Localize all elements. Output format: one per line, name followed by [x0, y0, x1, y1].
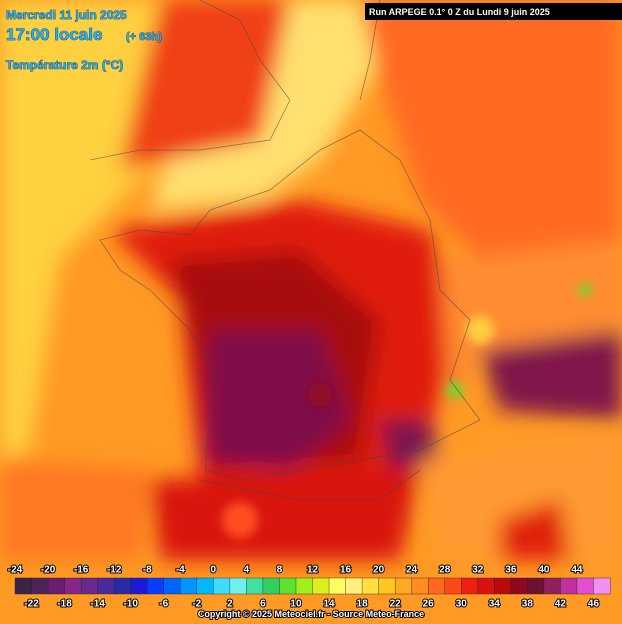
legend-swatch — [593, 577, 611, 595]
legend-label: 26 — [423, 599, 435, 610]
legend-label: 18 — [357, 599, 369, 610]
run-box — [365, 3, 622, 20]
legend-label: -4 — [176, 565, 185, 576]
legend-label: 24 — [406, 565, 418, 576]
legend-swatch — [31, 577, 49, 595]
forecast-lead: (+ 63h) — [126, 31, 162, 43]
legend-swatch — [312, 577, 330, 595]
legend-swatch — [411, 577, 429, 595]
legend-label: 16 — [340, 565, 352, 576]
legend-label: 42 — [555, 599, 567, 610]
variable-label: Température 2m (°C) — [6, 58, 123, 72]
legend-swatch — [477, 577, 496, 595]
legend-swatch — [527, 577, 545, 595]
legend-label: 36 — [505, 565, 517, 576]
legend-swatch — [246, 577, 264, 595]
legend-label: -24 — [8, 565, 23, 576]
legend-swatch — [494, 577, 512, 595]
legend-label: 14 — [323, 599, 335, 610]
legend-label: -6 — [159, 599, 168, 610]
legend-label: 32 — [472, 565, 484, 576]
legend-swatch — [147, 577, 165, 595]
legend-label: 28 — [439, 565, 451, 576]
legend: -24-22-20-18-16-14-12-10-8-6-4-202468101… — [7, 564, 611, 611]
credit: Copyright © 2025 Meteociel.fr - Source M… — [198, 609, 424, 619]
legend-label: -18 — [57, 599, 72, 610]
legend-label: 8 — [277, 565, 283, 576]
legend-label: -14 — [90, 599, 105, 610]
legend-swatch — [213, 577, 231, 595]
legend-label: 40 — [538, 565, 550, 576]
legend-swatch — [279, 577, 297, 595]
legend-label: 34 — [489, 599, 501, 610]
legend-swatch — [80, 577, 99, 595]
legend-swatch — [180, 577, 198, 595]
legend-swatch — [560, 577, 578, 595]
legend-swatch — [130, 577, 148, 595]
legend-label: -20 — [41, 565, 56, 576]
legend-label: 6 — [260, 599, 266, 610]
legend-label: 2 — [227, 599, 233, 610]
legend-label: -10 — [123, 599, 138, 610]
legend-label: 10 — [290, 599, 302, 610]
legend-swatch — [394, 577, 413, 595]
legend-label: -2 — [192, 599, 201, 610]
legend-swatch — [345, 577, 363, 595]
legend-label: -22 — [24, 599, 39, 610]
legend-swatch — [196, 577, 215, 595]
forecast-date: Mercredi 11 juin 2025 — [6, 8, 127, 22]
legend-label: 46 — [588, 599, 600, 610]
legend-label: 44 — [571, 565, 583, 576]
legend-swatch — [361, 577, 380, 595]
legend-swatch — [47, 577, 66, 595]
legend-swatch — [427, 577, 446, 595]
header: Mercredi 11 juin 2025 17:00 locale (+ 63… — [6, 8, 163, 73]
legend-swatch — [262, 577, 281, 595]
legend-label: -12 — [107, 565, 122, 576]
legend-swatch — [328, 577, 347, 595]
legend-swatch — [378, 577, 396, 595]
legend-label: 20 — [373, 565, 385, 576]
run-label: Run ARPEGE 0.1° 0 Z du Lundi 9 juin 2025 — [369, 7, 550, 17]
legend-swatch — [113, 577, 132, 595]
forecast-time: 17:00 locale — [6, 25, 102, 44]
legend-label: 12 — [307, 565, 319, 576]
legend-swatch — [543, 577, 562, 595]
legend-label: -16 — [74, 565, 89, 576]
legend-label: 22 — [390, 599, 402, 610]
legend-label: 30 — [456, 599, 468, 610]
legend-swatch — [97, 577, 115, 595]
legend-label: 38 — [522, 599, 534, 610]
legend-swatch — [14, 577, 33, 595]
legend-swatch — [576, 577, 595, 595]
legend-swatch — [444, 577, 462, 595]
legend-swatch — [295, 577, 314, 595]
legend-label: 0 — [211, 565, 217, 576]
legend-swatch — [163, 577, 181, 595]
legend-label: 4 — [244, 565, 250, 576]
legend-swatch — [510, 577, 529, 595]
legend-label: -8 — [143, 565, 152, 576]
legend-swatch — [64, 577, 82, 595]
legend-swatch — [229, 577, 248, 595]
legend-swatch — [461, 577, 479, 595]
